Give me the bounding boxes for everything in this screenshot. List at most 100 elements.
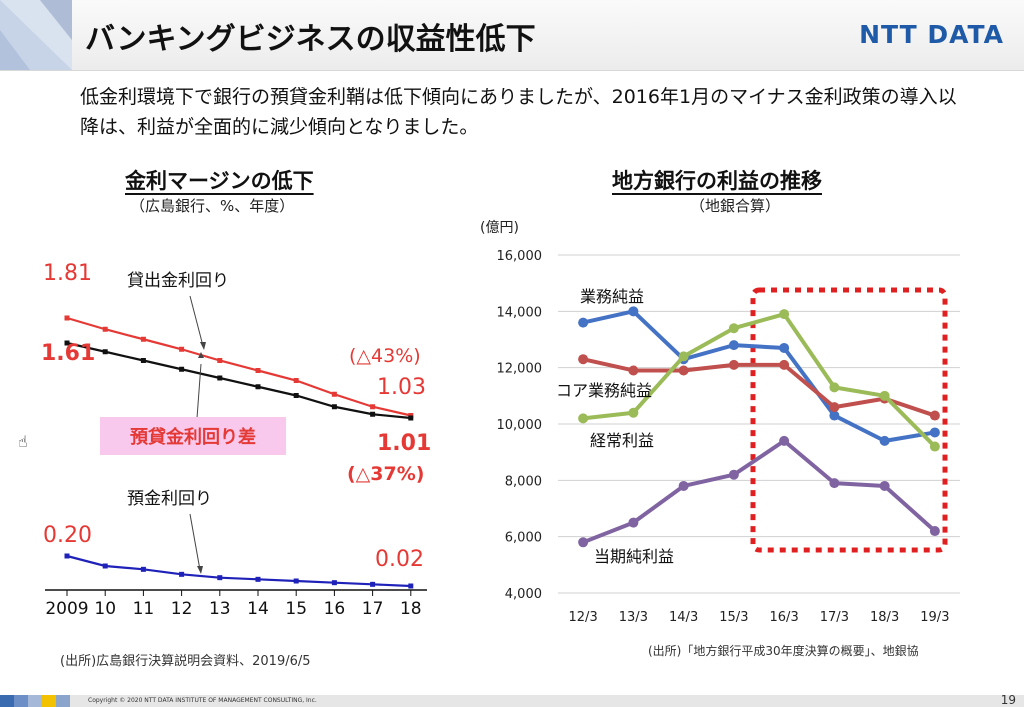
right-y-tick-label: 16,000 — [497, 249, 543, 264]
label-1-01: 1.01 — [377, 431, 431, 456]
right-chart-subtitle: （地銀合算） — [690, 197, 781, 215]
right-chart-source: (出所)「地方銀行平成30年度決算の概要」、地銀協 — [648, 644, 919, 658]
label-loan-rate: 貸出金利回り — [127, 271, 229, 291]
left-series-point-2 — [102, 563, 108, 569]
left-series-point-1 — [370, 411, 376, 417]
left-series-point-2 — [370, 581, 376, 587]
loan-rate-pointer — [189, 295, 204, 347]
label-core-operating-profit: コア業務純益 — [556, 381, 652, 400]
left-series-point-2 — [331, 580, 337, 586]
right-y-tick-label: 10,000 — [497, 418, 543, 433]
label-1-03: 1.03 — [377, 375, 426, 400]
spread-label-box: 預貸金利回り差 — [100, 417, 286, 455]
right-series-line-0 — [582, 309, 936, 443]
label-operating-profit: 業務純益 — [580, 287, 644, 306]
left-chart-title: 金利マージンの低下 — [125, 169, 314, 193]
right-y-tick-label: 4,000 — [505, 587, 542, 602]
right-series-point-1 — [929, 410, 940, 421]
right-x-tick-label: 14/3 — [669, 610, 698, 625]
left-x-tick-label: 17 — [362, 599, 384, 619]
left-series-point-0 — [255, 368, 261, 373]
right-series-point-0 — [779, 342, 790, 353]
right-chart-unit: (億円) — [480, 220, 519, 236]
left-series-point-0 — [179, 346, 185, 352]
left-chart-subtitle: （広島銀行、%、年度） — [130, 197, 295, 215]
right-series-point-2 — [929, 441, 940, 452]
left-series-line-1 — [66, 341, 411, 420]
label-0-20: 0.20 — [43, 523, 92, 548]
right-series-point-2 — [779, 309, 790, 320]
left-series-point-2 — [179, 571, 185, 577]
right-series-line-1 — [582, 357, 936, 418]
right-series-point-1 — [728, 359, 739, 370]
label-change-37: (△37%) — [347, 463, 424, 485]
left-series-point-1 — [179, 366, 185, 372]
right-series-point-0 — [578, 317, 589, 328]
label-1-61: 1.61 — [41, 341, 95, 366]
right-series-point-2 — [879, 390, 890, 401]
left-series-line-0 — [66, 316, 412, 417]
left-x-tick-label: 15 — [285, 599, 307, 619]
left-series-point-0 — [217, 358, 223, 363]
deposit-rate-pointer — [189, 513, 201, 571]
right-series-point-0 — [829, 410, 840, 421]
left-series-point-2 — [140, 566, 146, 572]
label-net-profit: 当期純利益 — [594, 547, 674, 566]
right-x-tick-label: 12/3 — [569, 610, 598, 625]
right-y-tick-label: 8,000 — [505, 474, 542, 489]
right-series-point-1 — [678, 365, 689, 376]
right-x-tick-label: 18/3 — [870, 610, 899, 625]
right-series-point-2 — [578, 413, 589, 424]
right-series-point-1 — [829, 402, 840, 413]
left-series-point-0 — [102, 326, 108, 332]
right-series-point-1 — [628, 365, 639, 376]
right-series-line-2 — [582, 312, 937, 448]
left-series-point-1 — [140, 358, 146, 363]
right-series-point-0 — [728, 340, 739, 351]
right-y-tick-label: 12,000 — [497, 362, 543, 377]
right-chart-title: 地方銀行の利益の推移 — [612, 169, 822, 193]
footer-color-blocks — [0, 695, 70, 707]
right-x-tick-label: 19/3 — [920, 610, 949, 625]
left-series-line-2 — [66, 554, 411, 588]
left-series-point-1 — [255, 384, 261, 390]
right-series-point-3 — [879, 480, 890, 491]
right-series-point-3 — [929, 526, 940, 537]
left-series-point-0 — [140, 336, 146, 342]
title-bar: バンキングビジネスの収益性低下 NTT DATA — [0, 0, 1024, 71]
right-series-point-3 — [678, 480, 689, 491]
right-series-point-1 — [578, 354, 589, 365]
label-ordinary-profit: 経常利益 — [590, 431, 654, 450]
right-series-point-3 — [829, 478, 840, 489]
right-y-tick-label: 6,000 — [505, 531, 542, 546]
right-series-point-2 — [728, 323, 739, 334]
right-series-point-0 — [628, 306, 639, 317]
right-series-point-3 — [578, 537, 589, 548]
spread-pointer — [196, 363, 202, 419]
highlight-box — [750, 287, 948, 553]
left-x-tick-label: 12 — [171, 599, 193, 619]
left-x-tick-label: 11 — [133, 599, 155, 619]
left-series-point-0 — [293, 378, 299, 383]
right-series-point-2 — [628, 407, 639, 418]
left-series-point-2 — [217, 575, 223, 581]
right-y-tick-label: 14,000 — [497, 305, 543, 320]
page-title: バンキングビジネスの収益性低下 — [85, 22, 536, 57]
right-x-tick-label: 16/3 — [770, 610, 799, 625]
left-x-tick-label: 14 — [247, 599, 269, 619]
left-series-point-1 — [102, 349, 108, 355]
left-series-point-1 — [331, 404, 337, 410]
left-series-point-2 — [408, 583, 414, 589]
left-series-point-2 — [293, 578, 299, 584]
page-number: 19 — [1000, 693, 1016, 707]
left-series-point-2 — [255, 576, 261, 582]
right-series-point-2 — [829, 382, 840, 393]
left-series-point-1 — [64, 340, 70, 346]
hand-cursor-icon: ☝ — [18, 432, 28, 451]
left-series-point-0 — [331, 391, 337, 397]
label-change-43: (△43%) — [349, 345, 421, 367]
right-series-point-1 — [779, 359, 790, 370]
right-series-point-3 — [628, 517, 639, 528]
right-series-line-3 — [582, 438, 937, 545]
left-x-tick-label: 16 — [324, 599, 346, 619]
